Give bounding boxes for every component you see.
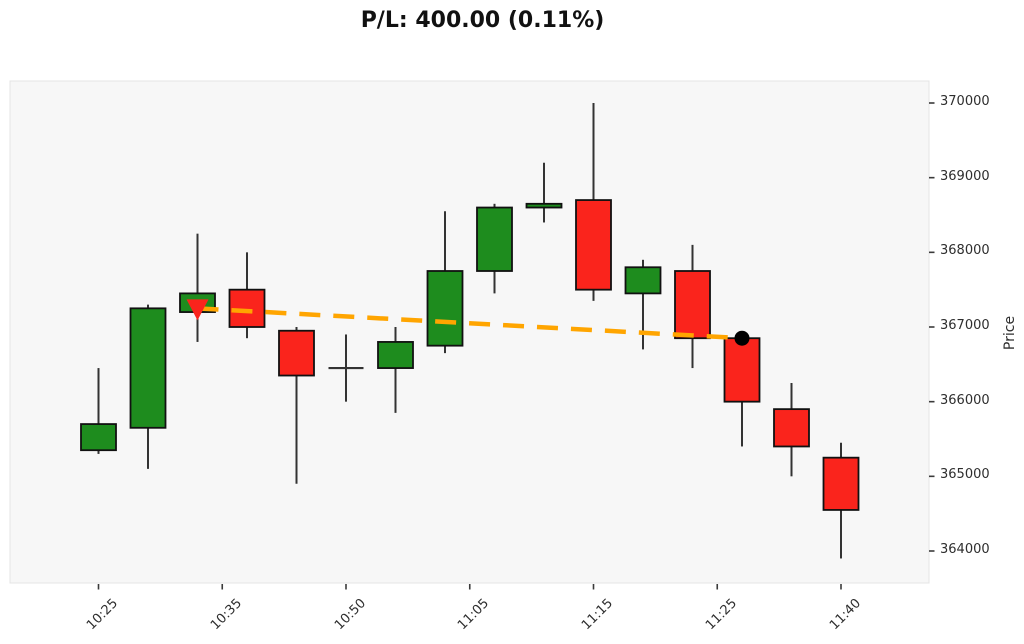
candle-body-up [377, 341, 414, 369]
candle-body-down [822, 456, 860, 511]
candle-body-up [129, 307, 167, 429]
y-tick-label: 365000 [940, 467, 990, 483]
candle-body-up [80, 423, 117, 452]
candle-body-up [525, 202, 563, 209]
y-tick-label: 364000 [940, 542, 990, 557]
y-axis-label: Price [1002, 315, 1018, 351]
candle-body-up [624, 266, 662, 295]
candle-body-down [278, 329, 315, 377]
y-tick-label: 370000 [940, 94, 990, 109]
y-tick-label: 368000 [940, 243, 990, 259]
y-tick-label: 366000 [940, 392, 990, 408]
candle-body-up [426, 270, 464, 347]
candle-body-down [575, 199, 612, 291]
candle-body-down [773, 408, 810, 448]
y-tick-label: 369000 [940, 168, 990, 184]
chart-title: P/L: 400.00 (0.11%) [360, 8, 605, 33]
entry-marker-icon [186, 299, 209, 321]
exit-marker-icon [734, 330, 750, 346]
candle-body-down [723, 337, 761, 403]
y-tick-label: 367000 [940, 318, 990, 333]
candle-body-down [674, 270, 711, 340]
trade-line [197, 306, 743, 341]
candle-body-up [476, 206, 513, 272]
